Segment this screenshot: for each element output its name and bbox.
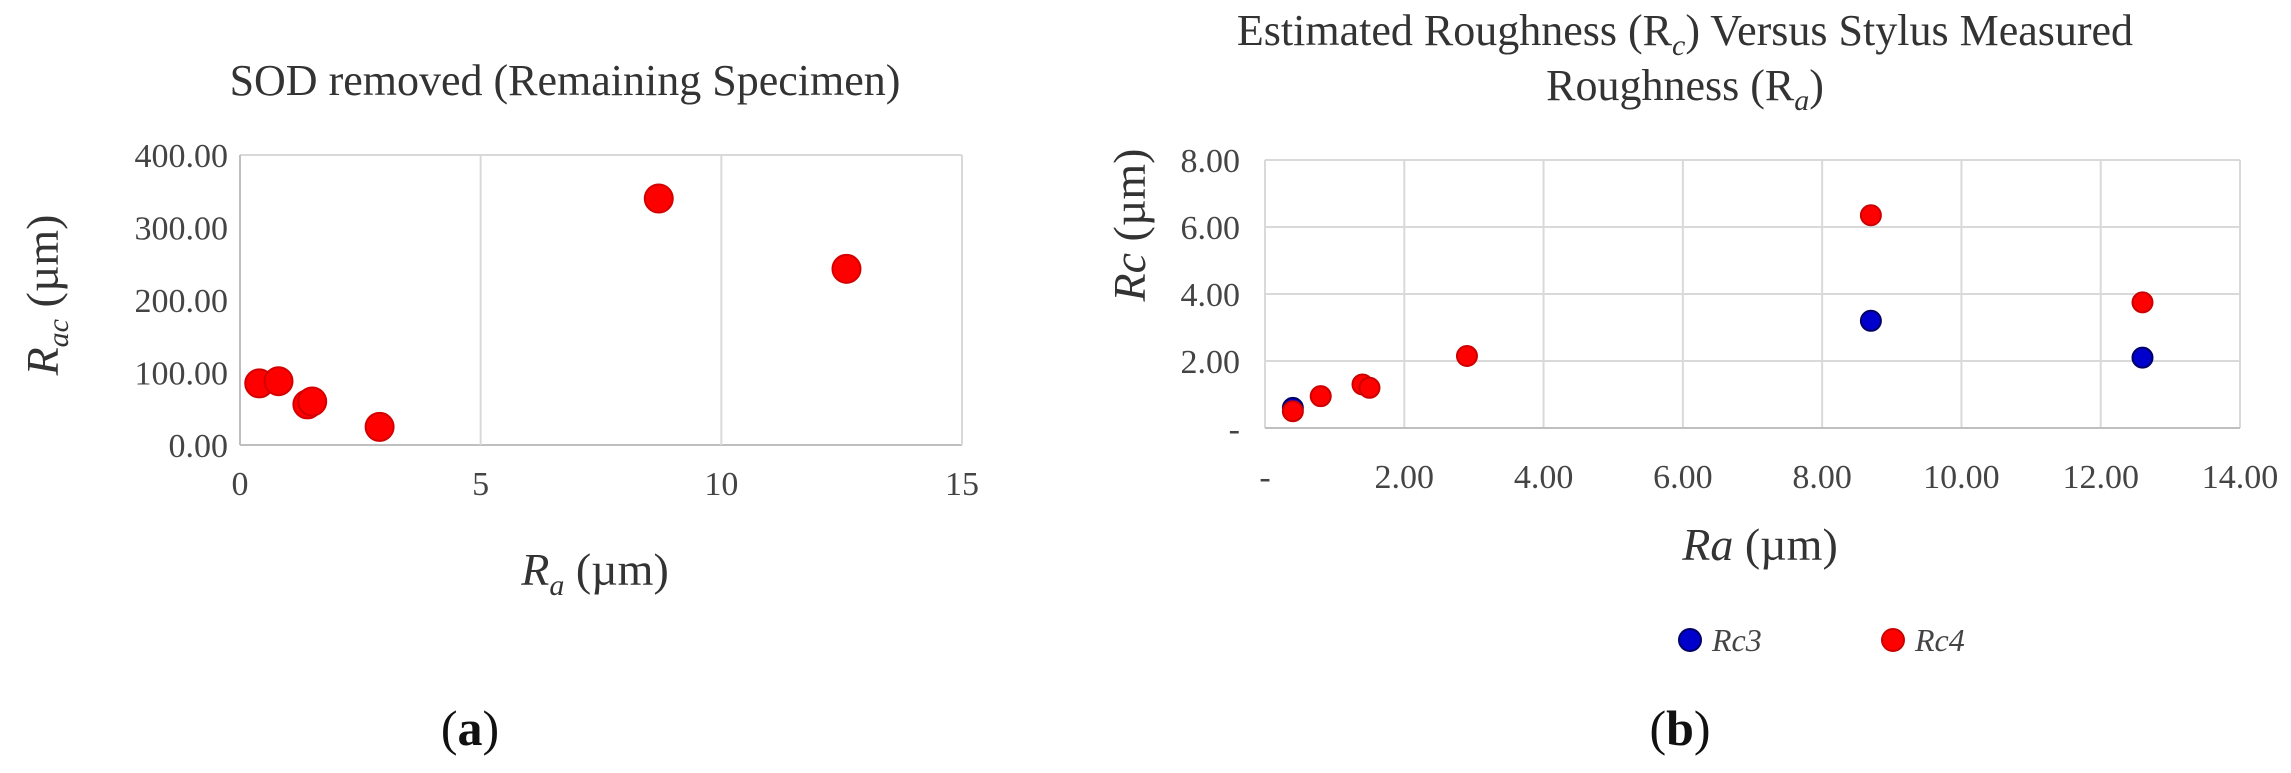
chart-a-y-tick-label: 0.00 bbox=[169, 428, 229, 465]
chart-a-x-label-main: R bbox=[520, 544, 549, 595]
chart-b-point-rc3 bbox=[1859, 309, 1882, 332]
chart-b-legend: Rc3 Rc4 bbox=[1678, 622, 1965, 658]
legend-marker-rc3 bbox=[1678, 628, 1702, 652]
chart-b-y-tick-label: - bbox=[1229, 411, 1240, 448]
chart-a-y-axis-label: Rac (µm) bbox=[17, 215, 75, 377]
chart-b-title-line1: Estimated Roughness (Rc) Versus Stylus M… bbox=[1237, 6, 2133, 62]
chart-a-y-tick-label: 300.00 bbox=[135, 211, 229, 248]
chart-b-x-tick-label: 14.00 bbox=[2202, 459, 2279, 496]
chart-a-x-tick-label: 10 bbox=[704, 466, 738, 503]
chart-a-x-tick-label: 0 bbox=[232, 466, 249, 503]
chart-b-point-rc4 bbox=[1281, 400, 1304, 423]
chart-a-x-tick-label: 15 bbox=[945, 466, 979, 503]
chart-b-x-label-unit: (µm) bbox=[1733, 519, 1837, 570]
chart-b-y-tick-label: 4.00 bbox=[1181, 277, 1241, 314]
chart-a-y-label-sub: ac bbox=[42, 319, 75, 347]
legend-label-rc3: Rc3 bbox=[1711, 622, 1762, 658]
chart-b-x-tick-label: 6.00 bbox=[1653, 459, 1713, 496]
chart-a-title: SOD removed (Remaining Specimen) bbox=[230, 56, 901, 105]
chart-a-point bbox=[364, 411, 395, 442]
chart-b-point-rc4 bbox=[1859, 204, 1882, 227]
chart-b-title-line2-end: ) bbox=[1809, 61, 1824, 110]
chart-b-x-tick-label: 8.00 bbox=[1792, 459, 1852, 496]
chart-a-y-label-main: R bbox=[17, 347, 68, 376]
chart-a-point bbox=[643, 183, 674, 214]
chart-b-y-axis-label: Rc (µm) bbox=[1104, 149, 1155, 303]
chart-a-x-tick-label: 5 bbox=[472, 466, 489, 503]
chart-b-title-line1-text: Estimated Roughness (R bbox=[1237, 6, 1673, 55]
chart-b-title-line2-sub: a bbox=[1794, 84, 1809, 117]
panel-label-b-letter: b bbox=[1666, 700, 1694, 756]
chart-a-point bbox=[297, 386, 328, 417]
chart-b-point-rc4 bbox=[1358, 376, 1381, 399]
chart-a-x-label-unit: (µm) bbox=[564, 544, 668, 595]
chart-b-y-tick-label: 6.00 bbox=[1181, 210, 1241, 247]
chart-b-title-line2: Roughness (Ra) bbox=[1546, 61, 1824, 117]
chart-b-title-line1-end: ) Versus Stylus Measured bbox=[1685, 6, 2133, 55]
chart-b-x-tick-label: - bbox=[1259, 459, 1270, 496]
chart-a-y-ticks: 0.00 100.00 200.00 300.00 400.00 bbox=[135, 138, 229, 465]
chart-b-y-ticks: - 2.00 4.00 6.00 8.00 bbox=[1181, 143, 1241, 448]
chart-a-x-label-sub: a bbox=[549, 569, 564, 602]
chart-b-points bbox=[1281, 204, 2154, 423]
chart-b-point-rc4 bbox=[2131, 291, 2154, 314]
legend-label-rc4: Rc4 bbox=[1914, 622, 1965, 658]
chart-b-point-rc4 bbox=[1309, 385, 1332, 408]
chart-a-point bbox=[831, 253, 862, 284]
chart-a-gridlines bbox=[239, 154, 963, 446]
chart-b-x-tick-label: 10.00 bbox=[1923, 459, 2000, 496]
chart-a-y-tick-label: 100.00 bbox=[135, 356, 229, 393]
chart-a-x-axis-label: Ra (µm) bbox=[520, 544, 669, 602]
chart-b-y-tick-label: 8.00 bbox=[1181, 143, 1241, 180]
chart-b-x-axis-label: Ra (µm) bbox=[1681, 519, 1838, 570]
chart-a-points bbox=[244, 183, 862, 442]
chart-b-y-label-main: Rc bbox=[1104, 253, 1155, 303]
chart-b: Estimated Roughness (Rc) Versus Stylus M… bbox=[1104, 6, 2278, 756]
chart-b-gridlines bbox=[1264, 159, 2241, 429]
chart-b-point-rc4 bbox=[1455, 344, 1478, 367]
chart-a: SOD removed (Remaining Specimen) 0.00100… bbox=[17, 56, 979, 756]
chart-a-point bbox=[263, 366, 294, 397]
chart-a-y-tick-label: 400.00 bbox=[135, 138, 229, 175]
chart-b-point-rc3 bbox=[2131, 346, 2154, 369]
chart-b-x-label-main: Ra bbox=[1681, 519, 1733, 570]
chart-a-x-ticks: 0 5 10 15 bbox=[232, 466, 980, 503]
chart-b-title-line2-text: Roughness (R bbox=[1546, 61, 1795, 110]
chart-b-title-line1-sub: c bbox=[1672, 29, 1685, 62]
panel-label-a: (a) bbox=[441, 700, 499, 756]
chart-b-x-tick-label: 12.00 bbox=[2062, 459, 2139, 496]
chart-a-y-label-unit: (µm) bbox=[17, 215, 68, 319]
legend-marker-rc4 bbox=[1881, 628, 1905, 652]
panel-label-a-letter: a bbox=[458, 700, 483, 756]
chart-b-y-label-unit: (µm) bbox=[1104, 149, 1155, 253]
panel-label-b: (b) bbox=[1649, 700, 1710, 756]
chart-b-x-tick-label: 2.00 bbox=[1375, 459, 1435, 496]
chart-b-y-tick-label: 2.00 bbox=[1181, 344, 1241, 381]
chart-b-x-tick-label: 4.00 bbox=[1514, 459, 1574, 496]
chart-a-y-tick-label: 200.00 bbox=[135, 283, 229, 320]
chart-b-x-ticks: - 2.00 4.00 6.00 8.00 10.00 12.00 14.00 bbox=[1259, 459, 2278, 496]
